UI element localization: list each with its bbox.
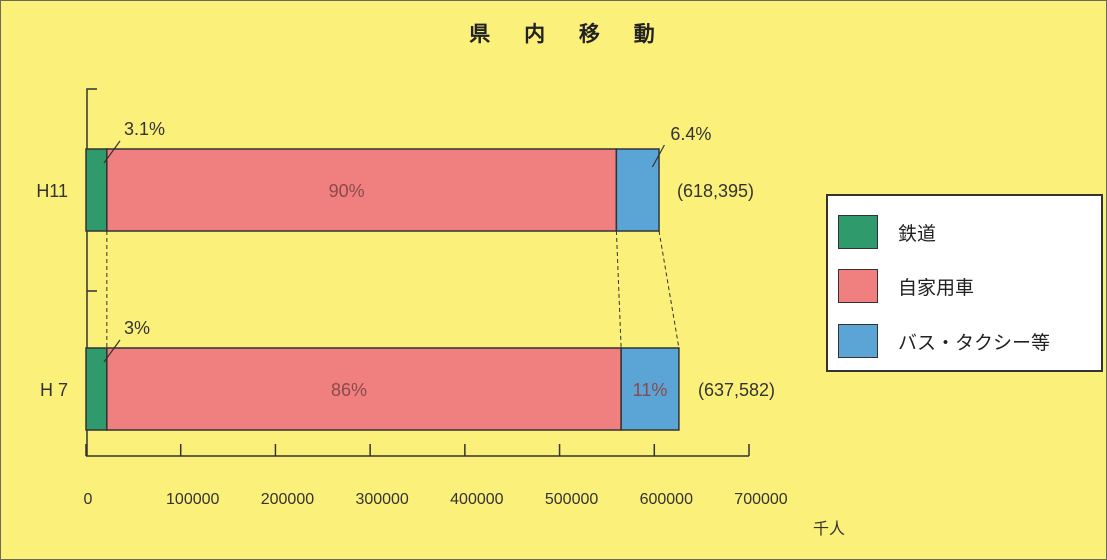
bar-segment (106, 347, 622, 431)
x-axis-unit: 千人 (813, 520, 845, 538)
legend-label: バス・タクシー等 (898, 331, 1051, 354)
x-tick-label: 700000 (734, 491, 787, 508)
leader-line (103, 140, 121, 164)
bar-segment (615, 148, 660, 232)
category-label: H11 (36, 181, 68, 201)
chart-title: 県 内 移 動 (469, 22, 669, 46)
bar-segment (106, 148, 618, 232)
x-tick-label: 0 (84, 491, 93, 508)
legend-swatch (838, 324, 878, 358)
connector-line (615, 230, 622, 349)
x-tick-label: 500000 (545, 491, 598, 508)
legend-label: 自家用車 (898, 276, 975, 299)
data-label: 3% (124, 318, 150, 338)
bar-segment (85, 148, 108, 232)
data-label: 90% (329, 181, 365, 201)
x-tick-label: 200000 (261, 491, 314, 508)
legend-item: 鉄道 (838, 212, 936, 252)
legend-swatch (838, 215, 878, 249)
x-tick-label: 100000 (166, 491, 219, 508)
legend-item: 自家用車 (838, 266, 974, 306)
total-label: (618,395) (677, 181, 754, 201)
data-label: 6.4% (670, 124, 711, 144)
legend-item: バス・タクシー等 (838, 321, 1050, 361)
leader-line (103, 339, 121, 363)
bar-segment (85, 347, 108, 431)
data-label: 11% (633, 380, 668, 400)
data-label: 3.1% (124, 119, 165, 139)
y-axis-line (86, 88, 97, 456)
data-label: 86% (331, 380, 367, 400)
connector-line (658, 230, 680, 349)
legend-label: 鉄道 (898, 222, 937, 245)
x-tick-label: 400000 (450, 491, 503, 508)
category-label: H 7 (40, 380, 68, 400)
legend: 鉄道自家用車バス・タクシー等 (826, 194, 1103, 372)
x-tick-label: 300000 (355, 491, 408, 508)
bar-segment (620, 347, 680, 431)
x-tick-label: 600000 (640, 491, 693, 508)
total-label: (637,582) (698, 380, 775, 400)
leader-line (651, 144, 665, 168)
legend-swatch (838, 269, 878, 303)
